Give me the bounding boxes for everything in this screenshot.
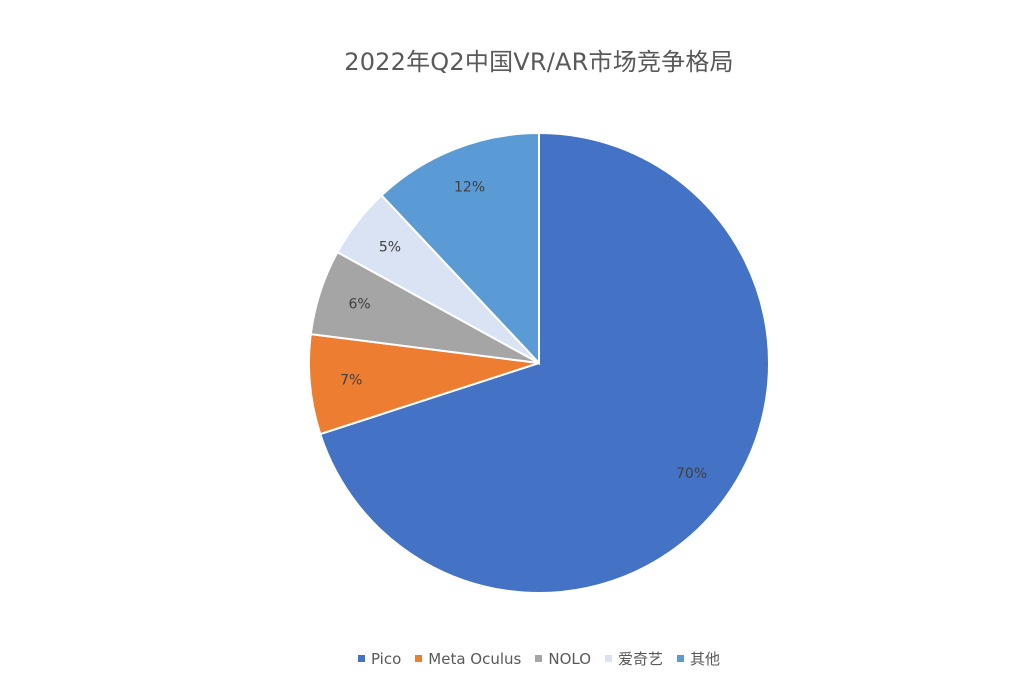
pie-labels: 70% 7% 6% 5% 12% [340, 180, 707, 482]
legend: Pico Meta Oculus NOLO 爱奇艺 其他 [0, 648, 1015, 669]
legend-swatch-2 [535, 655, 543, 662]
legend-swatch-3 [605, 655, 612, 662]
pie-slice-4 [380, 131, 540, 366]
legend-item-3: 爱奇艺 [605, 648, 663, 669]
legend-item-4: 其他 [677, 648, 720, 669]
pie-slice-0 [318, 131, 770, 594]
data-label-4: 12% [454, 180, 485, 196]
legend-label-2: NOLO [548, 649, 591, 668]
pie-slices [308, 131, 770, 594]
chart-title: 2022年Q2中国VR/AR市场竞争格局 [344, 48, 734, 76]
legend-label-3: 爱奇艺 [618, 650, 664, 668]
pie-slice-1 [308, 333, 540, 436]
legend-label-0: Pico [370, 649, 402, 668]
legend-swatch-1 [415, 655, 423, 662]
data-label-2: 6% [349, 297, 371, 313]
legend-label-1: Meta Oculus [428, 649, 522, 668]
data-label-3: 5% [379, 239, 401, 255]
legend-label-4: 其他 [690, 650, 721, 668]
data-label-0: 70% [676, 466, 707, 482]
data-label-1: 7% [340, 373, 362, 389]
legend-item-2: NOLO [535, 650, 591, 668]
legend-item-1: Meta Oculus [415, 650, 521, 668]
legend-item-0: Pico [357, 649, 402, 668]
legend-swatch-4 [677, 655, 685, 662]
legend-swatch-0 [357, 655, 365, 662]
